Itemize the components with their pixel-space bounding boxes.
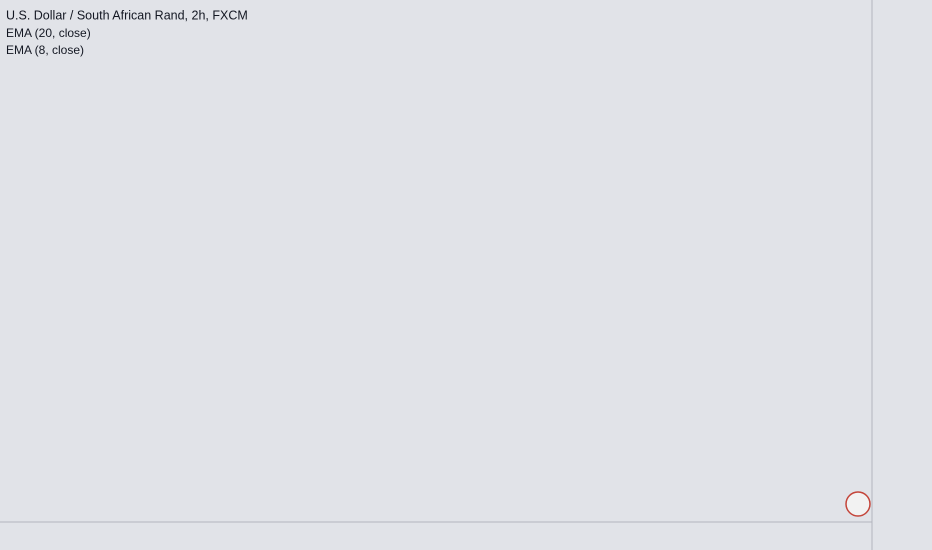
chart-title: U.S. Dollar / South African Rand, 2h, FX…: [6, 8, 248, 22]
legend-entry: EMA (20, close): [6, 26, 91, 40]
legend-entry: EMA (8, close): [6, 43, 84, 57]
logo-icon[interactable]: [845, 491, 871, 517]
